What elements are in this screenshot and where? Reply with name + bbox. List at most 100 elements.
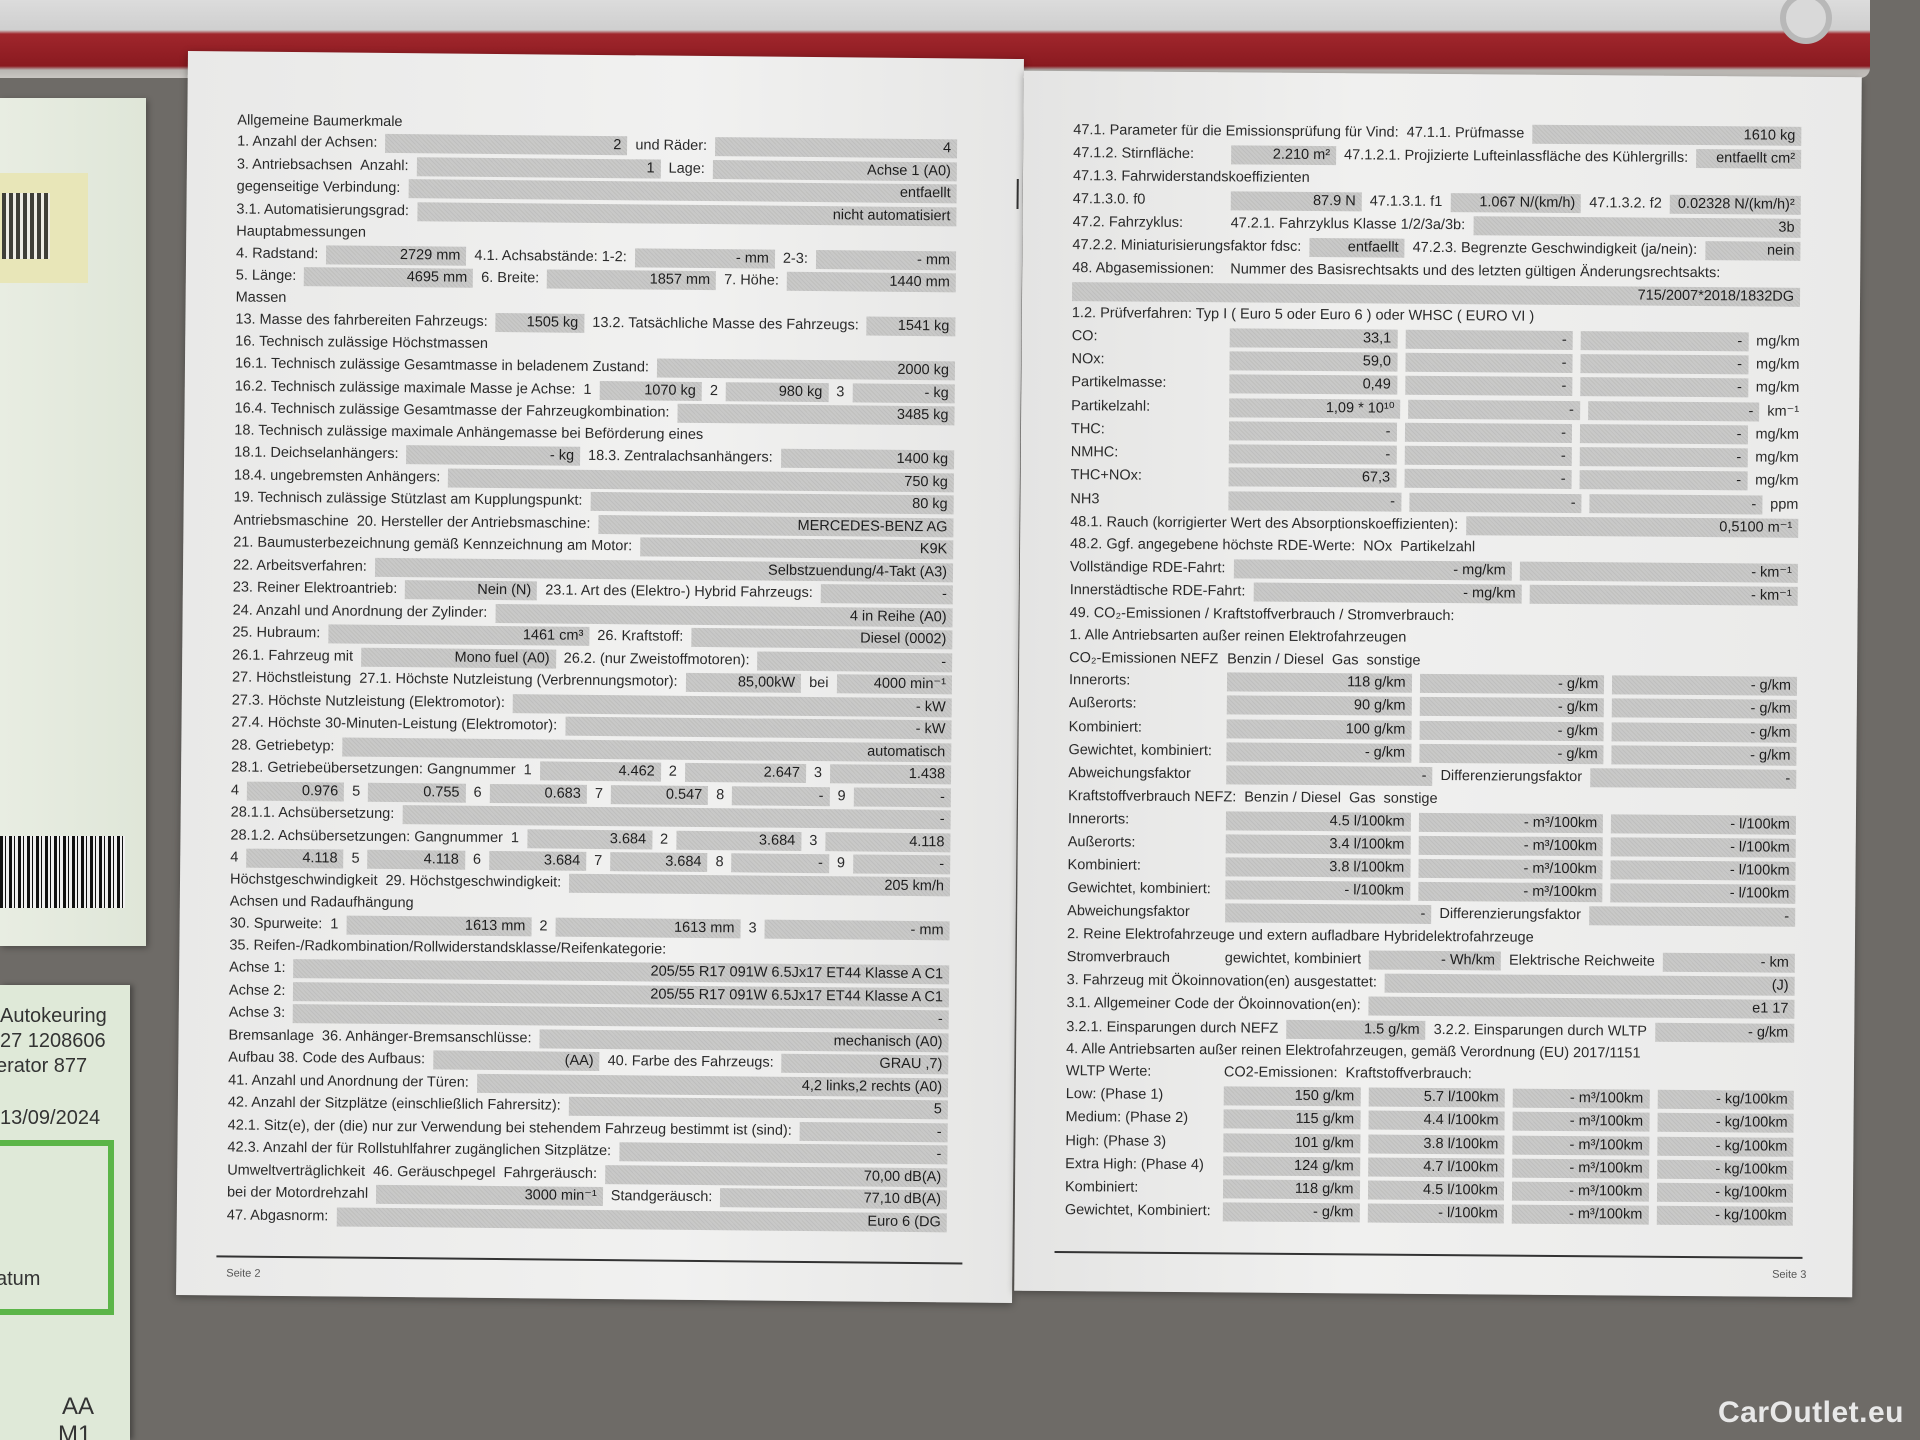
field-value: Mono fuel (A0)	[360, 647, 556, 669]
field-label: 5	[351, 850, 360, 867]
field-label: Benzin / Diesel	[1244, 789, 1342, 807]
form-row: 19. Technisch zulässige Stützlast am Kup…	[234, 489, 954, 515]
field-label: CO2-Emissionen:	[1223, 1064, 1338, 1082]
form-row: 47.1. Parameter für die Emissionsprüfung…	[1073, 121, 1802, 146]
field-label: 21. Baumusterbezeichnung gemäß Kennzeich…	[233, 534, 633, 555]
field-label: 5. Länge:	[235, 267, 297, 285]
field-value: 2729 mm	[326, 245, 467, 266]
field-label: 26.1. Fahrzeug mit	[232, 647, 354, 665]
field-value: K9K	[640, 537, 954, 560]
form-row: 42.1. Sitz(e), der (die) nur zur Verwend…	[228, 1116, 948, 1143]
field-label: 3.2.1. Einsparungen durch NEFZ	[1066, 1018, 1279, 1037]
field-value: -	[1408, 399, 1581, 420]
field-value: 118 g/km	[1222, 1179, 1360, 1200]
form-row: Gewichtet, kombiniert: - g/km - g/km - g/km	[1068, 741, 1797, 766]
field-value: - l/100km	[1610, 837, 1796, 858]
field-value: 2.210 m²	[1231, 145, 1337, 166]
field-label: 18.1. Deichselanhängers:	[234, 444, 399, 463]
form-row: 27.4. Höchste 30-Minuten-Leistung (Elekt…	[231, 714, 952, 740]
field-label: 42.3. Anzahl der für Rollstuhlfahrer zug…	[227, 1139, 612, 1160]
field-label: 2	[668, 763, 677, 780]
form-row: 48. Abgasemissionen: Nummer des Basisrech…	[1072, 259, 1800, 283]
field-label: 13. Masse des fahrbereiten Fahrzeugs:	[235, 311, 488, 331]
field-label: Stromverbrauch	[1066, 948, 1171, 966]
field-value: Nein (N)	[405, 580, 538, 601]
form-row: Kombiniert: 3.8 l/100km - m³/100km - l/100k…	[1067, 856, 1796, 881]
form-row: Vollständige RDE-Fahrt: - mg/km - km⁻¹	[1070, 558, 1798, 583]
form-row: 28. Getriebetyp: automatisch	[231, 736, 952, 762]
field-label: 7	[594, 852, 603, 870]
form-row: Extra High: (Phase 4) 124 g/km 4.7 l/100km…	[1065, 1155, 1794, 1180]
form-row: THC+NOx: 67,3- - mg/km	[1071, 466, 1799, 491]
field-label: mg/km	[1755, 472, 1799, 490]
form-row: 4 4.118 5 4.118 6 3.684 7 3.684 8-9-	[230, 848, 951, 875]
field-value: 1440 mm	[786, 272, 956, 293]
field-value: 59,0	[1229, 351, 1398, 372]
form-row: 47. Abgasnorm: Euro 6 (DG	[226, 1206, 947, 1233]
field-label: 4. Radstand:	[235, 245, 319, 263]
form-row: Kombiniert: 118 g/km 4.5 l/100km - m³/100km…	[1065, 1178, 1794, 1203]
field-value: 4.118	[246, 848, 344, 869]
form-row: CO₂-Emissionen NEFZ Benzin / Diesel Gas son…	[1069, 649, 1797, 673]
field-label: 35. Reifen-/Radkombination/Rollwiderstan…	[229, 937, 667, 959]
field-value: - l/100km	[1367, 1203, 1504, 1224]
field-value: 0,5100 m⁻¹	[1466, 515, 1799, 538]
field-label: 1	[583, 381, 592, 398]
field-value: - g/km	[1419, 697, 1605, 718]
field-label: Elektrische Reichweite	[1508, 952, 1655, 970]
field-value: -	[1405, 329, 1573, 351]
field-label: 4. Alle Antriebsarten außer reinen Elekt…	[1066, 1041, 1641, 1062]
form-row: Medium: (Phase 2) 115 g/km 4.4 l/100km - m³…	[1066, 1108, 1794, 1134]
field-value: 2	[385, 134, 628, 156]
field-label: 36. Anhänger-Bremsanschlüsse:	[321, 1028, 532, 1047]
field-value: 2.647	[684, 762, 807, 784]
field-label: 2	[539, 918, 548, 935]
form-row: High: (Phase 3) 101 g/km 3.8 l/100km - m³/1…	[1065, 1132, 1794, 1157]
field-value: - mm	[815, 249, 957, 271]
field-label: 48.1. Rauch (korrigierter Wert des Absor…	[1070, 513, 1459, 533]
form-rows: Allgemeine Baumerkmale 1. Anzahl der Achs…	[226, 111, 958, 1233]
form-row: 16.1. Technisch zulässige Gesamtmasse in…	[235, 355, 956, 381]
field-label: Gas	[1348, 790, 1376, 807]
field-label: 26.2. (nur Zweistoffmotoren):	[563, 650, 750, 669]
field-value: 5.7 l/100km	[1368, 1087, 1505, 1108]
field-label: Außerorts:	[1068, 695, 1137, 713]
field-value: 4.462	[539, 761, 661, 782]
field-label: 47. Abgasnorm:	[226, 1207, 329, 1225]
field-label: 25. Hubraum:	[232, 624, 321, 642]
field-label: 2	[660, 831, 669, 848]
document-page-left: Allgemeine Baumerkmale 1. Anzahl der Achs…	[176, 51, 1024, 1303]
form-row: NH3- - - ppm	[1070, 490, 1798, 515]
field-label: mg/km	[1755, 356, 1800, 374]
inspection-certificate: Autokeuring 27 1208606 erator 877 13/09/…	[0, 985, 130, 1440]
field-value: e1 17	[1368, 996, 1795, 1020]
field-value: 1461 cm³	[328, 624, 590, 647]
field-label: 47.1.3.0. f0	[1072, 190, 1146, 208]
field-label: 2-3:	[782, 250, 808, 267]
form-row: Achse 1: 205/55 R17 091W 6.5Jx17 ET44 Kla…	[229, 959, 950, 985]
field-label: mg/km	[1755, 426, 1800, 443]
field-label: 18.4. ungebremsten Anhängers:	[233, 467, 441, 486]
field-value: - mg/km	[1253, 582, 1522, 605]
field-value: 1610 kg	[1532, 124, 1802, 146]
field-value: 980 kg	[725, 382, 829, 402]
field-value: -	[1404, 445, 1572, 467]
field-label: Low: (Phase 1)	[1065, 1086, 1164, 1104]
field-value: 3000 min⁻¹	[375, 1185, 603, 1207]
form-row: 49. CO₂-Emissionen / Kraftstoffverbrauch…	[1069, 605, 1797, 629]
field-value: -	[1404, 469, 1572, 490]
field-value: -	[1228, 421, 1397, 442]
field-value: - km⁻¹	[1519, 561, 1798, 583]
field-label: 27.1. Höchste Nutzleistung (Verbrennungs…	[359, 670, 678, 690]
field-value: -	[619, 1142, 948, 1165]
field-label: 4.1. Achsabstände: 1-2:	[474, 247, 627, 266]
field-value: - m³/100km	[1512, 1112, 1650, 1133]
field-label: Höchstgeschwindigkeit	[229, 871, 378, 890]
field-value: - g/km	[1419, 674, 1605, 695]
field-value: 118 g/km	[1226, 672, 1412, 694]
field-label: 3.1. Allgemeiner Code der Ökoinnovation(…	[1066, 995, 1361, 1014]
side-document-strip	[0, 98, 146, 946]
field-label: 47.1.2.1. Projizierte Lufteinlassfläche …	[1344, 147, 1689, 167]
field-label: gegenseitige Verbindung:	[236, 178, 401, 197]
form-row: 2. Reine Elektrofahrzeuge und extern auf…	[1067, 926, 1795, 950]
